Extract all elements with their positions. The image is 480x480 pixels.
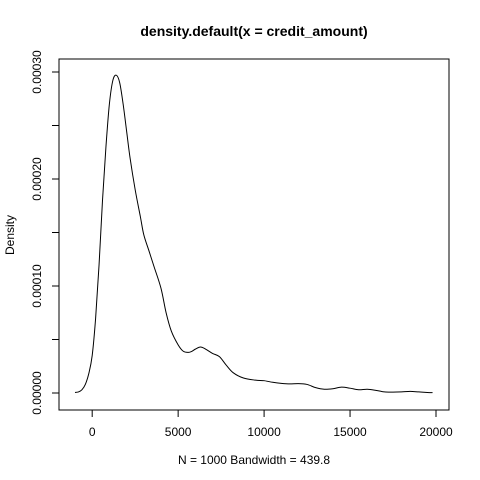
y-tick-label: 0.00000 [30,371,44,415]
x-axis: 0 5000 10000 15000 20000 [89,409,453,439]
x-tick-label: 15000 [333,425,367,439]
chart-title: density.default(x = credit_amount) [140,23,367,39]
y-tick-label: 0.00010 [30,264,44,308]
x-tick-label: 20000 [419,425,453,439]
density-curve [74,74,433,394]
y-axis-label: Density [3,215,17,255]
x-axis-label: N = 1000 Bandwidth = 439.8 [178,453,330,467]
y-tick-label: 0.00030 [30,50,44,94]
y-tick-label: 0.00020 [30,157,44,201]
x-tick-label: 0 [89,425,96,439]
y-axis: 0.00000 0.00010 0.00020 0.00030 [30,50,60,415]
x-tick-label: 5000 [165,425,192,439]
x-tick-label: 10000 [247,425,281,439]
plot-frame [58,58,450,411]
